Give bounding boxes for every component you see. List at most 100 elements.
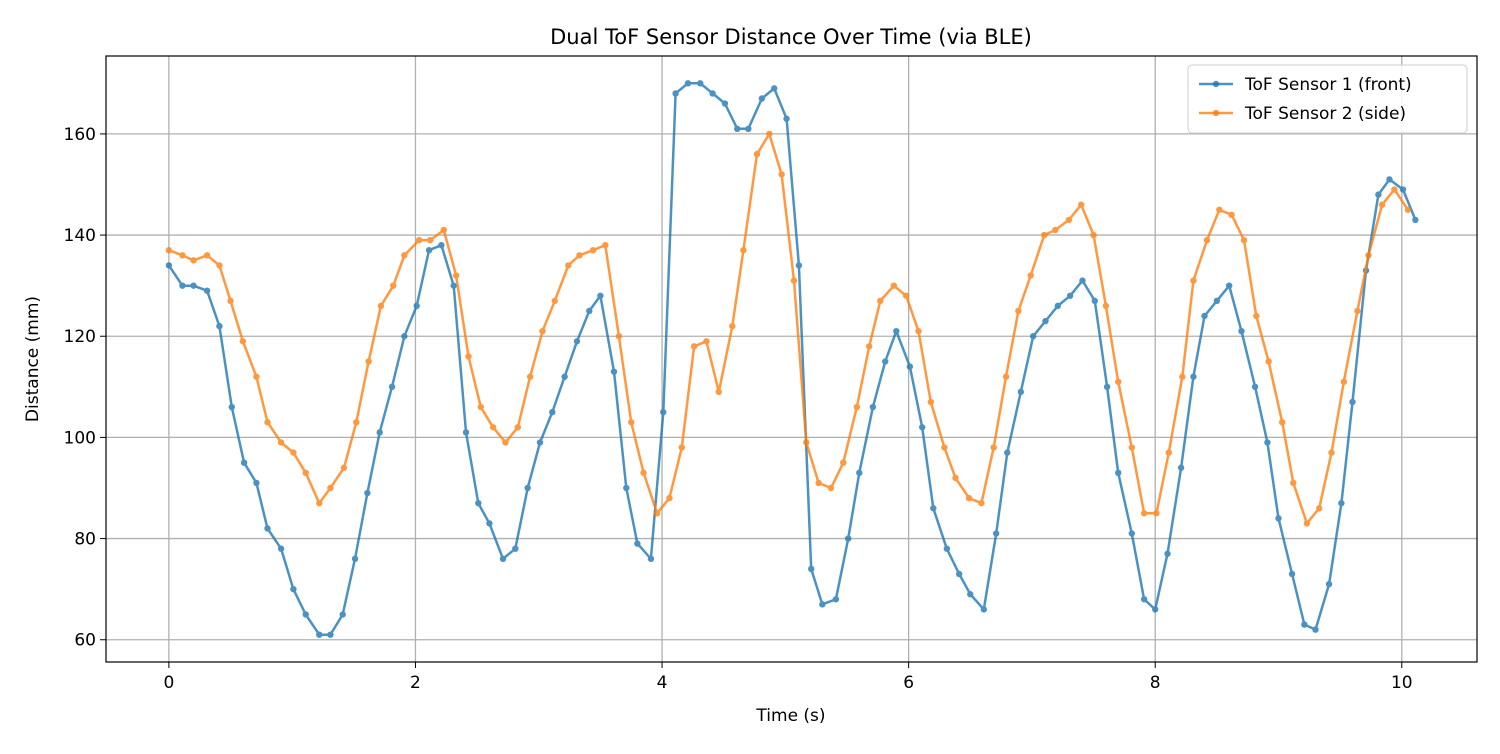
- data-point: [1225, 282, 1233, 289]
- data-point: [1340, 378, 1348, 385]
- data-point: [475, 499, 482, 507]
- data-point: [316, 631, 323, 638]
- data-point: [660, 408, 667, 416]
- data-point: [1190, 373, 1197, 380]
- data-point: [388, 383, 396, 391]
- data-point: [721, 100, 729, 107]
- data-point: [302, 611, 309, 618]
- data-point: [865, 343, 873, 350]
- data-point: [877, 297, 884, 305]
- legend: ToF Sensor 1 (front) ToF Sensor 2 (side): [1187, 64, 1468, 134]
- data-point: [1115, 469, 1122, 477]
- legend-box: [1187, 64, 1468, 134]
- data-point: [536, 439, 544, 446]
- data-point: [1404, 206, 1412, 213]
- data-point: [845, 535, 852, 542]
- data-point: [1290, 479, 1297, 487]
- data-point: [832, 596, 840, 603]
- data-point: [992, 530, 1000, 537]
- data-point: [640, 469, 647, 477]
- data-point: [1004, 449, 1011, 456]
- data-point: [1238, 327, 1245, 335]
- data-point: [1015, 307, 1022, 315]
- data-point: [1312, 626, 1319, 633]
- data-point: [915, 327, 922, 335]
- data-point: [551, 297, 558, 305]
- data-point: [316, 499, 323, 507]
- data-point: [228, 403, 235, 411]
- data-point: [1115, 378, 1122, 385]
- data-point: [512, 545, 519, 552]
- data-point: [253, 479, 260, 487]
- data-point: [589, 247, 597, 254]
- data-point: [1041, 231, 1048, 239]
- data-point: [930, 505, 937, 512]
- data-point: [1378, 201, 1386, 208]
- series-layer: [165, 80, 1419, 638]
- x-tick-label: 4: [657, 673, 668, 693]
- data-point: [703, 338, 710, 345]
- data-point: [634, 540, 641, 547]
- data-point: [1128, 530, 1135, 537]
- data-point: [815, 479, 822, 487]
- data-point: [489, 424, 497, 431]
- data-point: [808, 565, 815, 573]
- data-point: [179, 252, 186, 259]
- data-point: [1140, 510, 1148, 517]
- data-point: [539, 327, 546, 335]
- legend-label-sensor2: ToF Sensor 2 (side): [1244, 104, 1406, 124]
- data-point: [1213, 297, 1221, 305]
- data-point: [240, 459, 248, 466]
- data-point: [565, 262, 572, 269]
- data-point: [840, 459, 847, 466]
- data-point: [1017, 388, 1025, 396]
- data-point: [778, 171, 785, 178]
- legend-marker-sensor1: [1212, 80, 1220, 88]
- data-point: [1275, 515, 1282, 522]
- chart-title: Dual ToF Sensor Distance Over Time (via …: [550, 25, 1032, 49]
- data-point: [766, 130, 773, 138]
- data-point: [980, 606, 988, 613]
- data-point: [1315, 505, 1323, 512]
- data-point: [1164, 550, 1171, 557]
- data-point: [477, 403, 485, 411]
- data-point: [615, 333, 623, 340]
- data-point: [339, 611, 346, 618]
- data-point: [1140, 596, 1148, 603]
- data-point: [351, 555, 359, 563]
- data-point: [1090, 231, 1097, 239]
- data-point: [425, 247, 433, 254]
- data-point: [1251, 383, 1259, 391]
- y-axis-label: Distance (mm): [23, 296, 43, 422]
- data-point: [602, 241, 609, 249]
- data-point: [1240, 236, 1248, 244]
- x-tick-label: 8: [1150, 673, 1161, 693]
- series-sensor2: [165, 130, 1412, 527]
- data-point: [452, 272, 460, 279]
- data-point: [327, 631, 334, 638]
- data-point: [1152, 606, 1159, 613]
- data-point: [1375, 191, 1382, 198]
- data-point: [647, 555, 655, 563]
- data-point: [179, 282, 186, 289]
- data-point: [165, 247, 173, 254]
- data-point: [1153, 510, 1160, 517]
- data-point: [790, 277, 798, 284]
- data-point: [340, 464, 348, 471]
- data-point: [853, 403, 861, 411]
- data-point: [1179, 373, 1186, 380]
- data-point: [1027, 272, 1034, 279]
- data-point: [486, 520, 493, 527]
- data-point: [586, 307, 593, 315]
- data-point: [190, 257, 197, 264]
- data-point: [893, 327, 900, 335]
- data-point: [684, 80, 692, 87]
- data-point: [740, 247, 747, 254]
- data-point: [1386, 176, 1393, 183]
- data-point: [239, 338, 247, 345]
- data-point: [745, 125, 752, 133]
- data-point: [628, 419, 635, 426]
- data-point: [856, 469, 863, 477]
- data-point: [264, 419, 271, 426]
- series-line-sensor2: [168, 132, 1410, 525]
